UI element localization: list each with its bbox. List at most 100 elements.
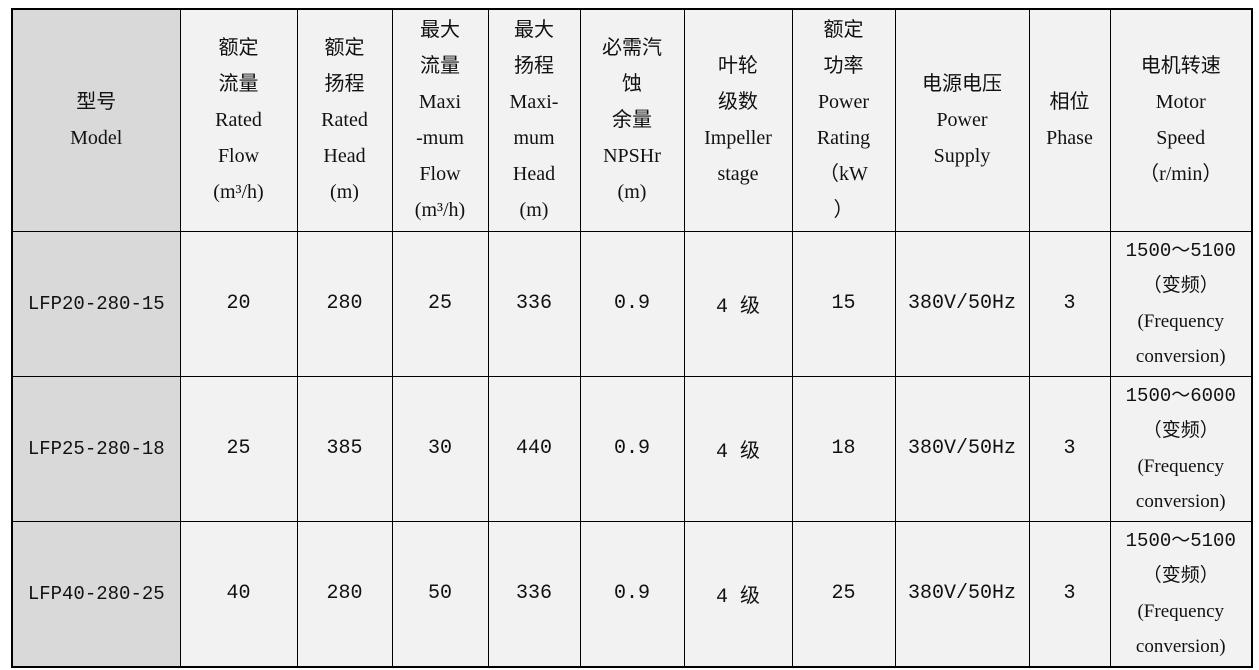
value-cell-line: 1500～6000 xyxy=(1125,384,1236,407)
column-header-line: Power xyxy=(936,109,988,132)
column-header-line: Model xyxy=(70,127,123,150)
value-cell-rated-flow: 40 xyxy=(179,520,298,667)
column-header-line: NPSHr xyxy=(603,145,661,168)
column-header-line: 扬程 xyxy=(324,73,365,96)
value-cell-line: 1500～5100 xyxy=(1125,239,1236,262)
value-cell-max-flow: 30 xyxy=(391,375,489,522)
value-cell-line: (Frequency xyxy=(1137,310,1225,332)
value-cell-power-supply: 380V/50Hz xyxy=(894,230,1030,377)
column-header-line: 最大 xyxy=(420,19,460,42)
column-header-line: Maxi- xyxy=(509,91,559,114)
value-cell-rated-head: 280 xyxy=(296,230,393,377)
model-cell: LFP40-280-25 xyxy=(11,520,181,667)
value-cell-npshr: 0.9 xyxy=(579,520,685,667)
column-header-line: Rating xyxy=(816,127,871,150)
column-header-line: 叶轮 xyxy=(718,55,758,78)
model-cell: LFP25-280-18 xyxy=(11,375,181,522)
value-cell-motor-speed: 1500～5100 （变频） (Frequency conversion) xyxy=(1109,230,1253,377)
value-cell-phase: 3 xyxy=(1028,520,1111,667)
column-header-power-supply: 电源电压 Power Supply xyxy=(894,8,1030,232)
column-header-line: 级数 xyxy=(718,91,758,114)
value-cell-line: （变频） xyxy=(1142,419,1219,442)
column-header-line: Head xyxy=(323,145,366,168)
column-header-line: 电机转速 xyxy=(1140,55,1221,78)
column-header-line: (m) xyxy=(519,199,549,222)
column-header-line: mum xyxy=(513,127,555,150)
column-header-line: (m) xyxy=(617,181,647,204)
column-header-line: Rated xyxy=(321,109,368,132)
column-header-line: (m) xyxy=(330,181,359,204)
column-header-line: -mum xyxy=(416,127,464,150)
column-header-npshr: 必需汽蚀余量 NPSHr (m) xyxy=(579,8,685,232)
column-header-model: 型号 Model xyxy=(11,8,181,232)
column-header-rated-flow: 额定流量 Rated Flow (m³/h) xyxy=(179,8,298,232)
value-cell-max-head: 336 xyxy=(487,520,581,667)
value-cell-phase: 3 xyxy=(1028,375,1111,522)
column-header-line: Power xyxy=(817,91,870,114)
column-header-line: Flow xyxy=(217,145,260,168)
column-header-line: 功率 xyxy=(823,55,864,78)
value-cell-line: conversion) xyxy=(1135,490,1226,512)
column-header-line: Head xyxy=(512,163,556,186)
column-header-line: (m³/h) xyxy=(414,199,466,222)
column-header-line: Speed xyxy=(1156,127,1206,150)
column-header-line: 蚀 xyxy=(622,73,642,96)
column-header-line: 流量 xyxy=(420,55,460,78)
value-cell-impeller-stage: 4 级 xyxy=(683,520,793,667)
value-cell-line: 1500～5100 xyxy=(1125,529,1236,552)
value-cell-power-rating: 25 xyxy=(791,520,896,667)
value-cell-line: conversion) xyxy=(1135,635,1226,657)
column-header-line: 扬程 xyxy=(514,55,554,78)
value-cell-max-head: 440 xyxy=(487,375,581,522)
column-header-line: 流量 xyxy=(218,73,259,96)
value-cell-line: (Frequency xyxy=(1137,455,1225,477)
value-cell-line: conversion) xyxy=(1135,345,1226,367)
column-header-line: 相位 xyxy=(1049,91,1090,114)
value-cell-npshr: 0.9 xyxy=(579,230,685,377)
column-header-line: ） xyxy=(833,199,854,222)
column-header-line: Rated xyxy=(215,109,262,132)
value-cell-rated-head: 280 xyxy=(296,520,393,667)
column-header-line: 余量 xyxy=(612,109,652,132)
value-cell-motor-speed: 1500～5100 （变频） (Frequency conversion) xyxy=(1109,520,1253,667)
table-row: LFP25-280-18 25 385 30 440 0.9 4 级 18 380V/50Hz 3… xyxy=(11,375,1253,522)
value-cell-power-supply: 380V/50Hz xyxy=(894,520,1030,667)
value-cell-motor-speed: 1500～6000 （变频） (Frequency conversion) xyxy=(1109,375,1253,522)
value-cell-line: （变频） xyxy=(1142,564,1219,587)
column-header-line: （r/min） xyxy=(1139,163,1223,186)
table-row: LFP20-280-15 20 280 25 336 0.9 4 级 15 380V/50Hz 3… xyxy=(11,230,1253,377)
model-cell: LFP20-280-15 xyxy=(11,230,181,377)
value-cell-line: （变频） xyxy=(1142,274,1219,297)
column-header-impeller-stage: 叶轮 级数 Impeller stage xyxy=(683,8,793,232)
value-cell-max-flow: 25 xyxy=(391,230,489,377)
column-header-line: 电源电压 xyxy=(922,73,1002,96)
column-header-line: （kW xyxy=(819,163,868,186)
value-cell-impeller-stage: 4 级 xyxy=(683,230,793,377)
column-header-line: 必需汽 xyxy=(602,37,662,60)
value-cell-rated-flow: 20 xyxy=(179,230,298,377)
column-header-line: 额定 xyxy=(218,37,259,60)
column-header-line: 额定 xyxy=(324,37,365,60)
column-header-max-head: 最大扬程 Maxi-mum Head (m) xyxy=(487,8,581,232)
column-header-rated-head: 额定扬程 Rated Head (m) xyxy=(296,8,393,232)
column-header-line: Phase xyxy=(1046,127,1093,150)
column-header-line: Motor xyxy=(1155,91,1206,114)
value-cell-impeller-stage: 4 级 xyxy=(683,375,793,522)
column-header-line: 最大 xyxy=(514,19,554,42)
column-header-max-flow: 最大 流量 Maxi -mum Flow (m³/h) xyxy=(391,8,489,232)
table-header: 型号 Model 额定流量 Rated Flow (m³/h) 额定扬程 Rated Head (… xyxy=(11,8,1253,232)
column-header-line: Maxi xyxy=(418,91,462,114)
column-header-phase: 相位 Phase xyxy=(1028,8,1111,232)
value-cell-rated-head: 385 xyxy=(296,375,393,522)
column-header-motor-speed: 电机转速 Motor Speed （r/min） xyxy=(1109,8,1253,232)
value-cell-power-rating: 18 xyxy=(791,375,896,522)
value-cell-power-supply: 380V/50Hz xyxy=(894,375,1030,522)
value-cell-max-flow: 50 xyxy=(391,520,489,667)
header-row: 型号 Model 额定流量 Rated Flow (m³/h) 额定扬程 Rated Head (… xyxy=(11,8,1253,232)
pump-spec-table-container: 型号 Model 额定流量 Rated Flow (m³/h) 额定扬程 Rated Head (… xyxy=(11,8,1253,668)
column-header-line: Supply xyxy=(933,145,991,168)
value-cell-line: (Frequency xyxy=(1137,600,1225,622)
spec-table: 型号 Model 额定流量 Rated Flow (m³/h) 额定扬程 Rated Head (… xyxy=(11,8,1253,668)
column-header-line: (m³/h) xyxy=(213,181,264,204)
value-cell-power-rating: 15 xyxy=(791,230,896,377)
